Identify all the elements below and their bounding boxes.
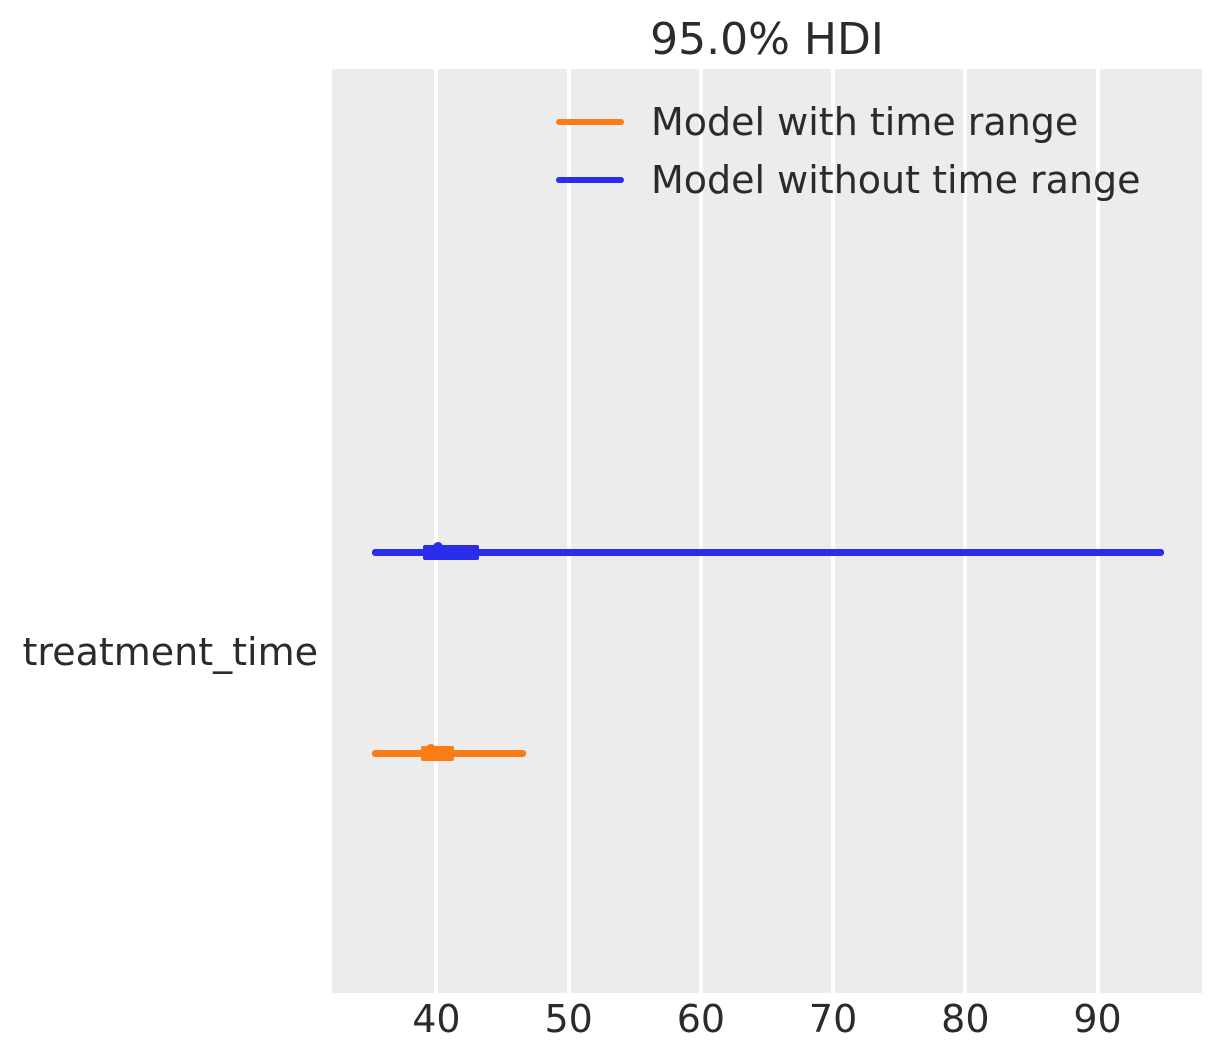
- gridline-x-60: [698, 69, 703, 993]
- quartile-interval-line: [423, 544, 479, 560]
- chart-title: 95.0% HDI: [650, 14, 884, 65]
- gridline-x-50: [566, 69, 571, 993]
- gridline-x-70: [831, 69, 836, 993]
- x-tick-label-50: 50: [544, 997, 593, 1041]
- median-marker: [426, 743, 437, 754]
- x-tick-label-90: 90: [1073, 997, 1122, 1041]
- legend-line-swatch: [556, 177, 624, 183]
- legend-label: Model with time range: [651, 100, 1079, 144]
- gridline-x-40: [434, 69, 439, 993]
- gridline-x-90: [1095, 69, 1100, 993]
- x-tick-label-80: 80: [941, 997, 990, 1041]
- plot-area: Model with time range Model without time …: [332, 69, 1202, 993]
- gridline-x-80: [963, 69, 968, 993]
- legend-item-0: Model with time range: [556, 93, 1141, 151]
- legend-label: Model without time range: [651, 158, 1141, 202]
- legend: Model with time range Model without time …: [556, 93, 1141, 209]
- x-tick-label-40: 40: [412, 997, 461, 1041]
- x-tick-label-60: 60: [676, 997, 726, 1041]
- hdi-interval-line: [371, 548, 1164, 556]
- y-axis-parameter-label: treatment_time: [22, 630, 318, 674]
- median-marker: [433, 542, 444, 553]
- legend-item-1: Model without time range: [556, 151, 1141, 209]
- x-tick-label-70: 70: [808, 997, 858, 1041]
- legend-line-swatch: [556, 119, 624, 125]
